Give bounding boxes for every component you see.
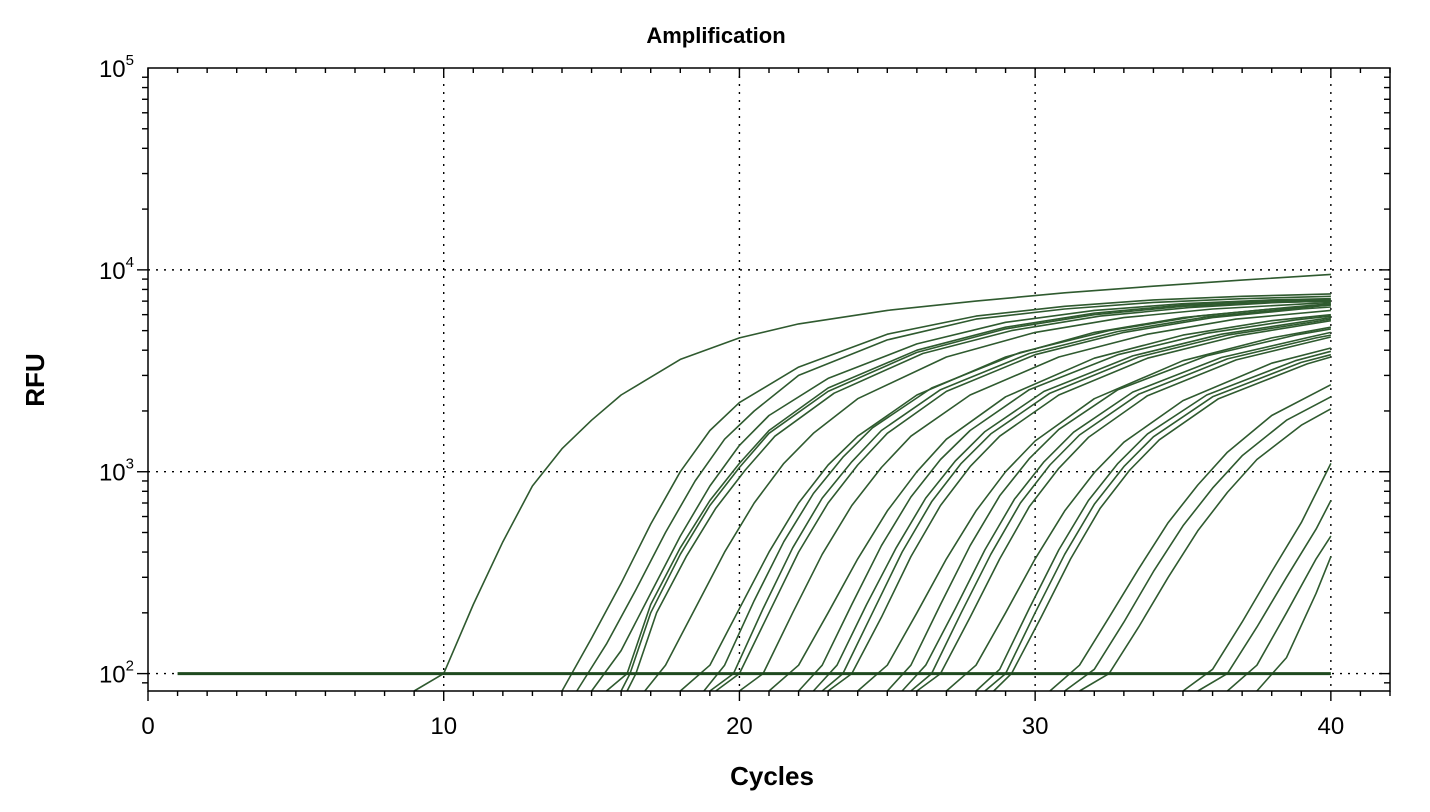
amplification-curve-28 bbox=[1049, 383, 1332, 692]
amplification-curve-1 bbox=[413, 273, 1331, 692]
amplification-curve-6 bbox=[620, 300, 1331, 692]
plot-frame bbox=[147, 67, 1391, 692]
y-tick-label: 102 bbox=[99, 658, 134, 689]
amplification-curve-4 bbox=[590, 297, 1331, 692]
y-tick-base: 10 bbox=[99, 662, 126, 689]
amplification-curve-19 bbox=[857, 326, 1332, 692]
y-tick-label: 103 bbox=[99, 456, 134, 487]
amplification-curve-8 bbox=[644, 301, 1331, 692]
amplification-curve-12 bbox=[715, 306, 1331, 692]
amplification-curve-14 bbox=[768, 313, 1331, 692]
y-tick-exponent: 2 bbox=[126, 658, 134, 675]
x-tick-label-30: 30 bbox=[1022, 713, 1049, 740]
x-tick-label-20: 20 bbox=[726, 713, 753, 740]
amplification-curve-3 bbox=[576, 295, 1331, 692]
x-axis-label: Cycles bbox=[730, 761, 814, 791]
amplification-curve-17 bbox=[821, 318, 1332, 692]
y-tick-base: 10 bbox=[99, 460, 126, 487]
x-tick-label-0: 0 bbox=[141, 713, 154, 740]
x-tick-label-40: 40 bbox=[1318, 713, 1345, 740]
amplification-curve-11 bbox=[709, 304, 1331, 692]
y-tick-base: 10 bbox=[99, 258, 126, 285]
amplification-curve-26 bbox=[984, 353, 1332, 692]
amplification-curve-32 bbox=[1197, 500, 1332, 692]
amplification-curve-5 bbox=[605, 299, 1331, 692]
y-tick-label: 104 bbox=[99, 254, 134, 285]
amplification-curve-15 bbox=[798, 315, 1331, 692]
amplification-curve-16 bbox=[812, 316, 1332, 692]
x-tick-label-10: 10 bbox=[430, 713, 457, 740]
amplification-curve-10 bbox=[703, 302, 1331, 692]
amplification-curve-29 bbox=[1064, 396, 1332, 692]
amplification-curve-18 bbox=[827, 319, 1332, 692]
amplification-curve-21 bbox=[901, 331, 1332, 692]
amplification-curves bbox=[413, 273, 1332, 692]
chart-title: Amplification bbox=[646, 23, 785, 48]
amplification-curve-2 bbox=[561, 293, 1331, 692]
amplification-curve-7 bbox=[626, 300, 1331, 692]
y-tick-exponent: 4 bbox=[126, 254, 134, 271]
y-axis-label: RFU bbox=[20, 353, 50, 406]
y-tick-label: 105 bbox=[99, 52, 134, 83]
amplification-curve-24 bbox=[945, 347, 1332, 692]
amplification-curve-9 bbox=[679, 304, 1331, 692]
amplification-curve-23 bbox=[916, 336, 1332, 692]
axis-ticks bbox=[137, 68, 1391, 701]
amplification-curve-13 bbox=[738, 309, 1331, 692]
amplification-curve-27 bbox=[993, 356, 1332, 692]
amplification-curve-25 bbox=[975, 350, 1332, 692]
amplification-curve-20 bbox=[886, 328, 1332, 692]
y-tick-exponent: 5 bbox=[126, 52, 134, 69]
amplification-curve-30 bbox=[1079, 408, 1332, 692]
amplification-curve-22 bbox=[910, 334, 1332, 692]
y-tick-exponent: 3 bbox=[126, 456, 134, 473]
y-tick-base: 10 bbox=[99, 56, 126, 83]
